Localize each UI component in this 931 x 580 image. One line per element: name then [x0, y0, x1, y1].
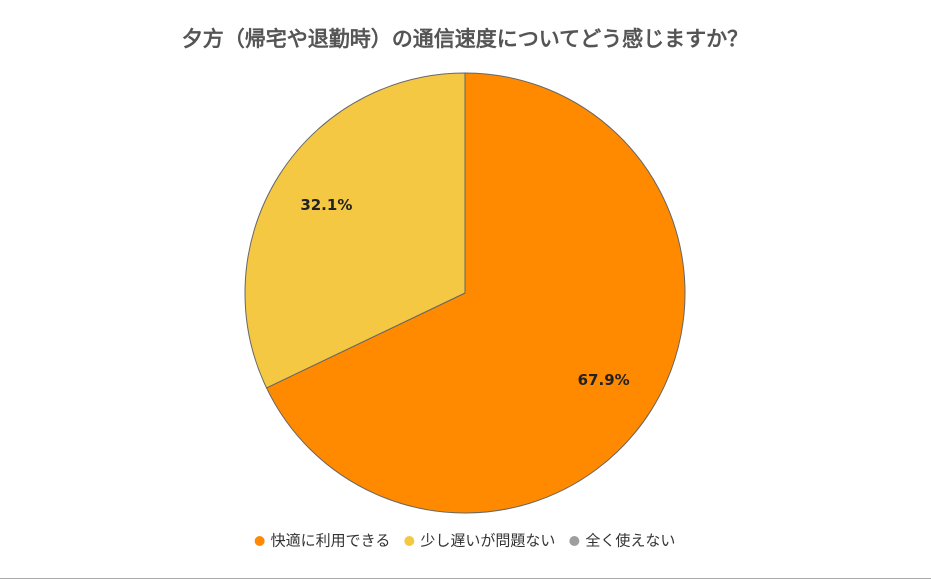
legend-label: 快適に利用できる	[271, 532, 391, 550]
chart-title: 夕方（帰宅や退勤時）の通信速度についてどう感じますか？	[182, 27, 748, 51]
legend-marker	[569, 536, 580, 546]
value-label: 32.1%	[300, 196, 352, 214]
legend-label: 全く使えない	[585, 532, 675, 550]
legend-marker	[254, 536, 265, 546]
legend-marker	[404, 536, 415, 546]
pie-slice	[265, 72, 686, 514]
pie-slice	[244, 72, 466, 389]
legend-label: 少し遅いが問題ない	[420, 532, 555, 550]
value-label: 67.9%	[578, 371, 630, 389]
